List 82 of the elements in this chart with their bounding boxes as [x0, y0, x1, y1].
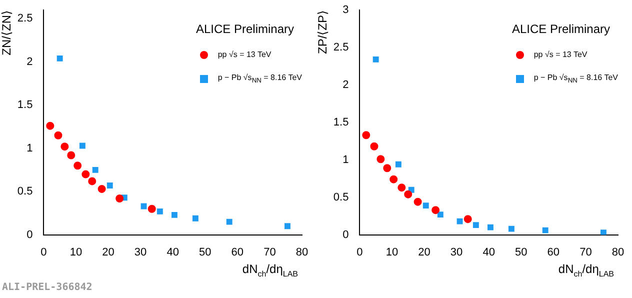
- point: [362, 131, 370, 140]
- y-tick-label: 1: [342, 154, 349, 166]
- y-tick-label: 0: [26, 228, 33, 241]
- point: [46, 122, 54, 130]
- point: [422, 202, 429, 209]
- y-tick-label: 0.5: [333, 191, 349, 204]
- point: [54, 131, 62, 140]
- y-tick-label: 2: [26, 56, 33, 68]
- x-tick-label: 40: [166, 246, 179, 258]
- point: [171, 212, 178, 218]
- y-tick-label: 1.5: [17, 99, 33, 112]
- x-tick-label: 70: [264, 246, 276, 258]
- point: [82, 170, 90, 178]
- y-axis-title: ZN/⟨ZN⟩: [0, 10, 14, 56]
- point: [79, 142, 86, 149]
- x-tick-label: 10: [386, 246, 398, 258]
- x-tick-label: 80: [612, 246, 624, 258]
- point: [370, 142, 378, 150]
- legend-label: pp √s = 13 TeV: [218, 50, 272, 59]
- point: [432, 206, 440, 214]
- x-tick-label: 50: [199, 246, 212, 258]
- x-tick-label: 20: [102, 246, 114, 258]
- annotation: ALICE Preliminary: [512, 22, 610, 36]
- x-tick-label: 30: [134, 246, 147, 258]
- legend-label: p − Pb √s$_{NN}$ = 8.16 TeV: [534, 73, 618, 85]
- point: [508, 226, 514, 232]
- x-tick-label: 10: [70, 246, 82, 258]
- point: [456, 218, 463, 224]
- x-axis-title: dN$_{ch}$/dη$_{LAB}$: [242, 262, 298, 278]
- point: [472, 222, 479, 228]
- x-tick-label: 40: [482, 246, 495, 258]
- y-tick-label: 1: [26, 142, 33, 154]
- point: [600, 230, 606, 235]
- point: [437, 212, 444, 218]
- y-tick-label: 2.5: [333, 42, 349, 54]
- x-tick-label: 60: [547, 246, 560, 258]
- y-tick-label: 3: [342, 4, 349, 16]
- point: [116, 194, 124, 202]
- legend-label: p − Pb √s$_{NN}$ = 8.16 TeV: [218, 73, 302, 85]
- point: [156, 208, 163, 214]
- point: [376, 155, 385, 164]
- x-tick-label: 80: [296, 246, 308, 258]
- point: [98, 184, 106, 193]
- text: ALI-PREL-366842: [2, 282, 92, 293]
- y-tick-label: 2: [342, 78, 349, 91]
- point: [67, 151, 76, 160]
- y-tick-label: 0: [342, 228, 349, 241]
- y-tick-label: 1.5: [333, 116, 349, 128]
- x-tick-label: 20: [418, 246, 430, 258]
- point: [487, 224, 494, 230]
- point: [284, 223, 290, 230]
- point: [106, 182, 113, 188]
- point: [88, 177, 96, 186]
- y-axis-title: ZP/⟨ZP⟩: [316, 10, 330, 54]
- point: [192, 215, 198, 222]
- point: [414, 198, 422, 206]
- point: [148, 204, 156, 213]
- point: [60, 142, 69, 151]
- point: [140, 203, 147, 210]
- x-tick-label: 60: [231, 246, 244, 258]
- point: [395, 161, 402, 168]
- point: [226, 218, 232, 225]
- point: [404, 190, 412, 198]
- y-tick-label: 2.5: [17, 12, 33, 25]
- point: [92, 166, 98, 173]
- x-tick-label: 50: [515, 246, 528, 258]
- point: [56, 55, 63, 62]
- point: [390, 175, 398, 184]
- point: [398, 184, 406, 192]
- x-axis-title: dN$_{ch}$/dη$_{LAB}$: [558, 262, 614, 278]
- x-tick-label: 0: [40, 246, 47, 258]
- point: [74, 162, 82, 170]
- x-tick-label: 0: [356, 246, 363, 258]
- x-tick-label: 70: [580, 246, 592, 258]
- annotation: ALICE Preliminary: [196, 22, 294, 36]
- point: [372, 56, 379, 62]
- point: [542, 227, 548, 234]
- point: [464, 215, 472, 224]
- y-tick-label: 0.5: [17, 186, 33, 198]
- legend-label: pp √s = 13 TeV: [534, 50, 588, 59]
- x-tick-label: 30: [450, 246, 463, 258]
- point: [383, 164, 392, 172]
